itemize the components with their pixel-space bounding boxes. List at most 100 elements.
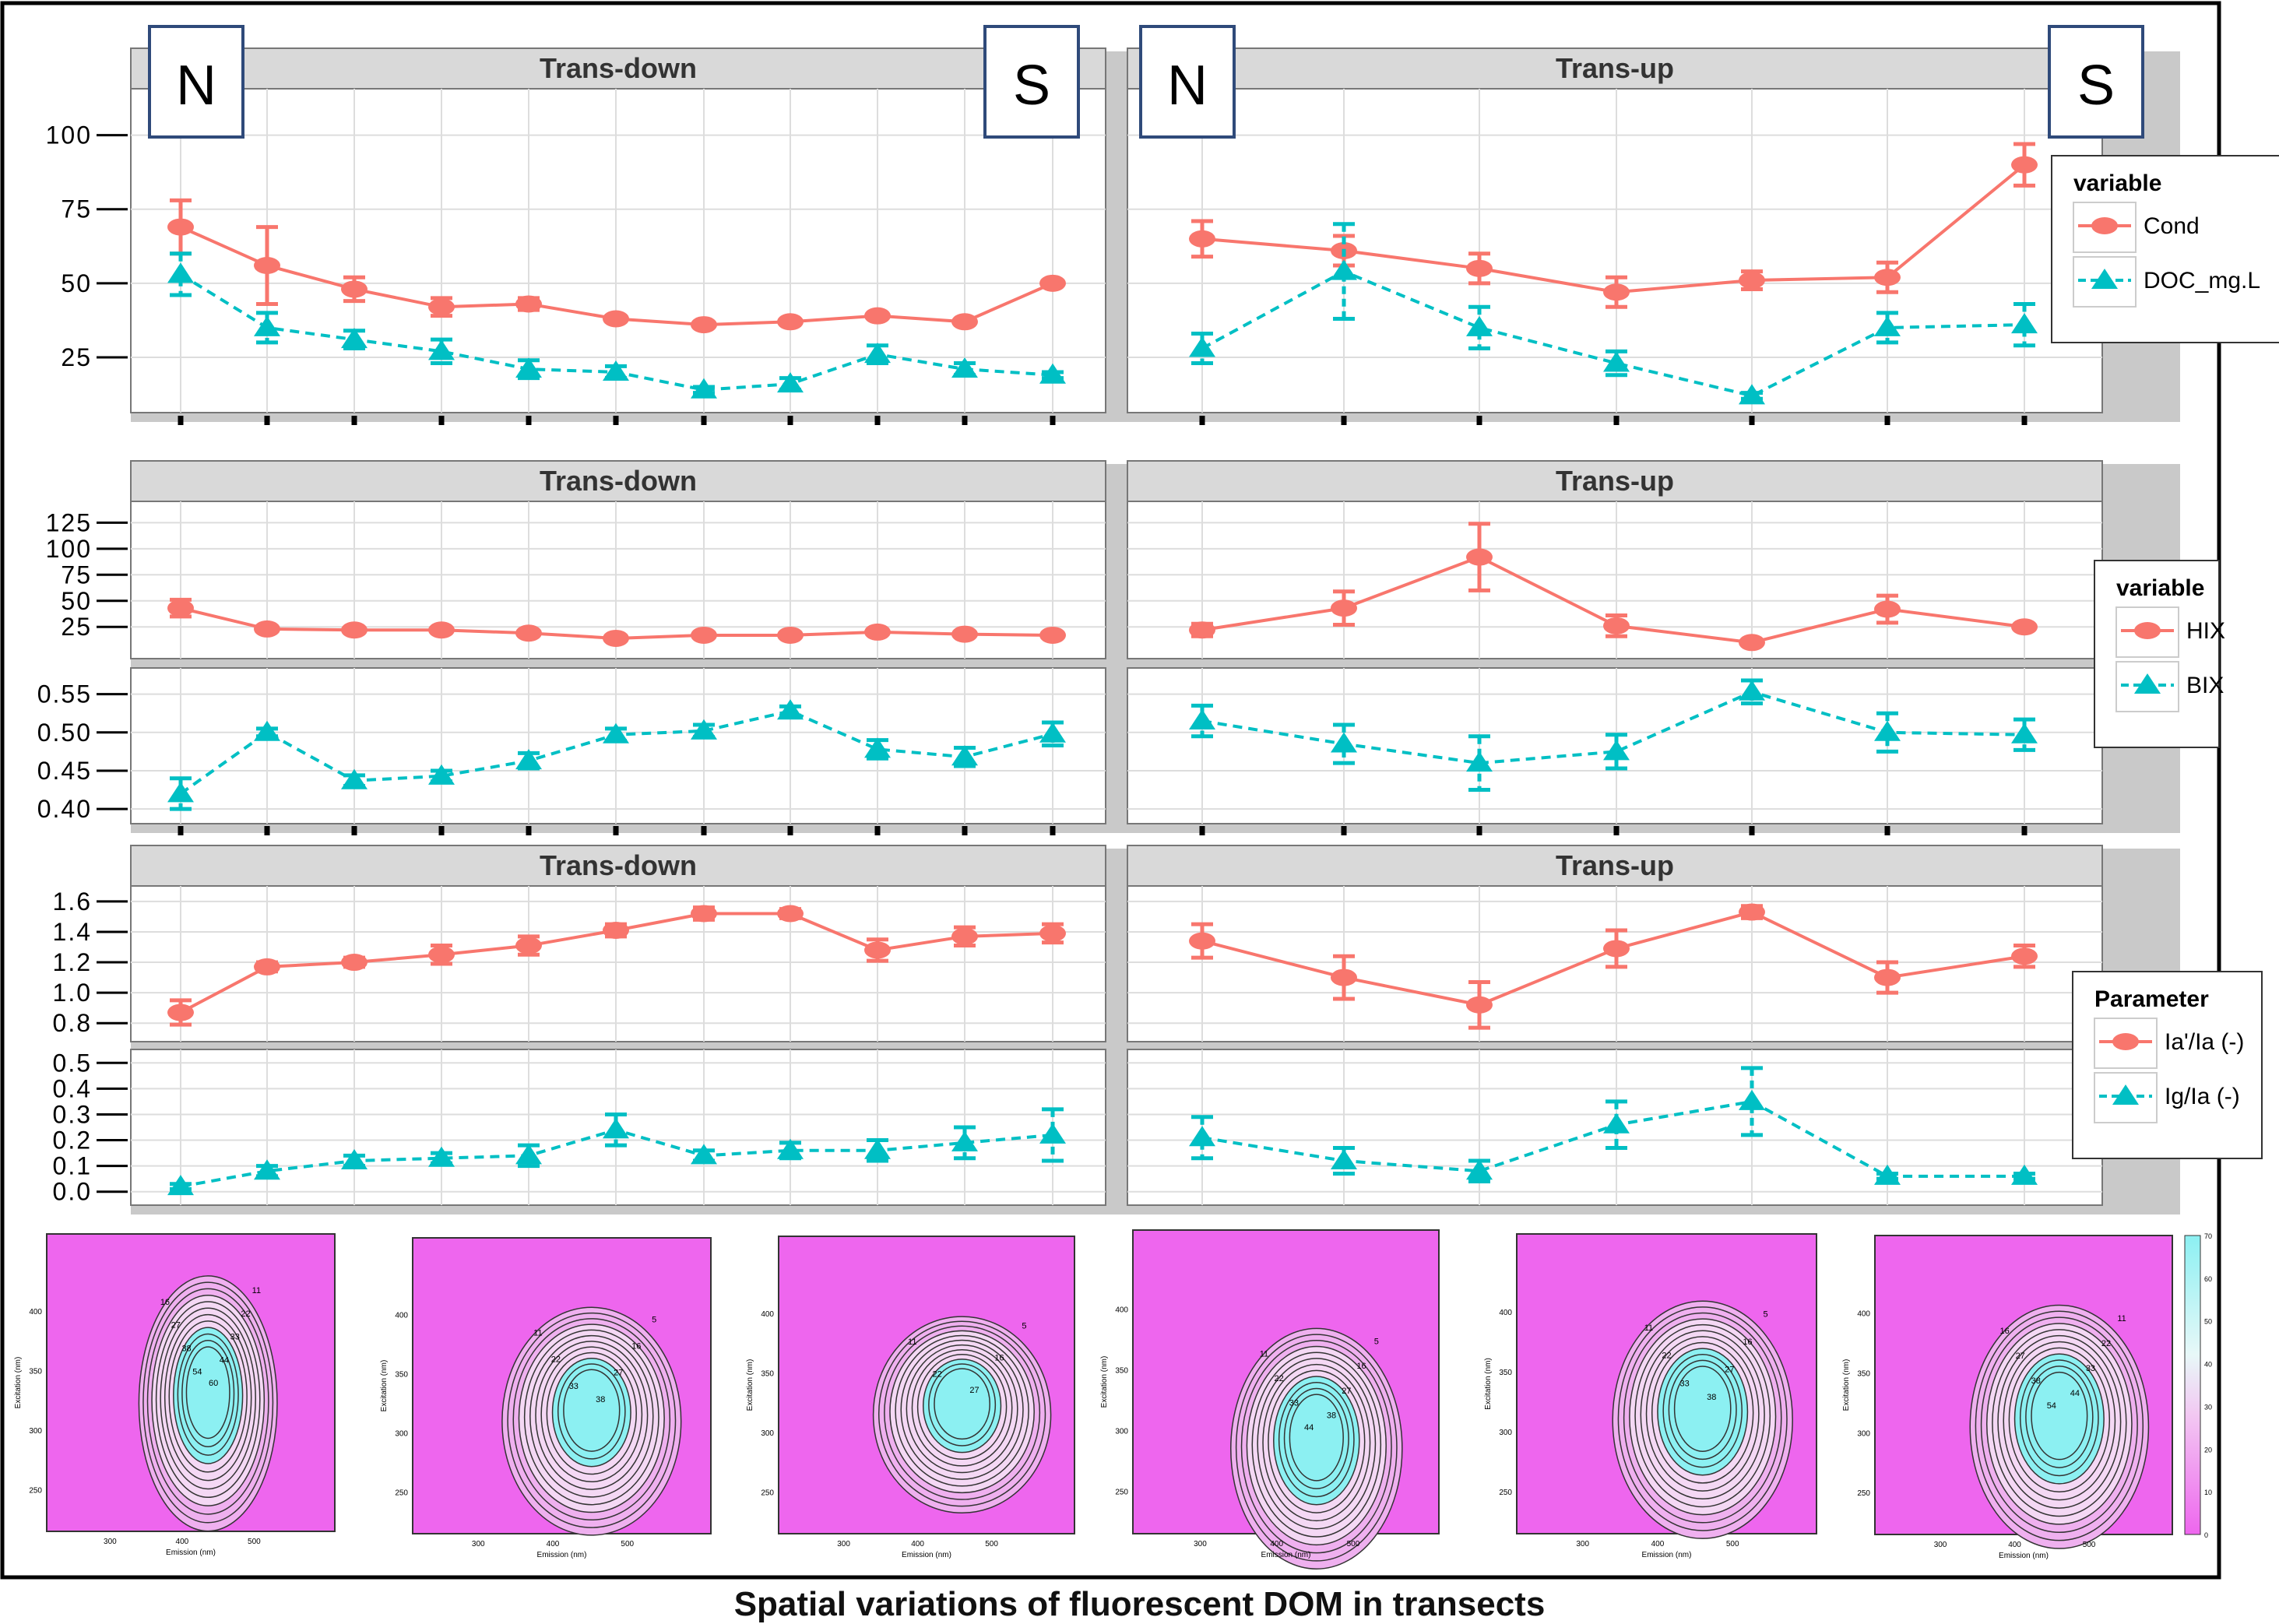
facet-trans-up: Trans-up — [1127, 47, 2180, 425]
data-point — [1466, 259, 1493, 277]
data-point — [428, 339, 455, 360]
data-point — [1189, 336, 1215, 357]
eem-contour-label: 33 — [569, 1382, 579, 1391]
facet-trans-up: Trans-up — [1127, 460, 2180, 835]
y-tick-label: 100 — [46, 535, 92, 563]
y-tick-label: 1.2 — [53, 948, 92, 976]
plot-area — [130, 885, 1106, 1042]
marker-letter: N — [1167, 54, 1208, 117]
data-point — [1466, 548, 1493, 566]
data-point — [2011, 722, 2038, 743]
eem-contour — [2031, 1371, 2088, 1461]
figure-border — [0, 1, 2221, 1580]
eem-x-tick: 300 — [1576, 1540, 1589, 1548]
data-point — [1331, 968, 1357, 986]
eem-contour-label: 33 — [230, 1333, 240, 1342]
eem-contour-label: 11 — [908, 1338, 916, 1347]
legend: variable HIX BIX — [2094, 560, 2225, 748]
data-point — [603, 722, 629, 743]
data-point — [515, 937, 542, 954]
data-point — [864, 623, 891, 641]
eem-y-tick: 350 — [395, 1371, 408, 1380]
data-point — [1466, 751, 1493, 772]
data-point — [341, 328, 368, 349]
eem-contour-label: 27 — [969, 1386, 979, 1395]
eem-contour — [185, 1346, 230, 1439]
colorbar-tick: 30 — [2204, 1403, 2212, 1411]
series-doc-mg-l — [167, 251, 1066, 399]
data-point — [1603, 283, 1630, 301]
colorbar-tick: 60 — [2204, 1275, 2212, 1283]
y-tick-label: 125 — [46, 508, 92, 536]
eem-x-label: Emission (nm) — [166, 1548, 216, 1557]
plot-panel — [1127, 501, 2103, 659]
data-point — [864, 307, 891, 325]
eem-contour-label: 27 — [2016, 1352, 2025, 1361]
facet-strip — [130, 845, 1106, 887]
data-point — [2011, 1164, 2038, 1185]
y-tick-label: 0.55 — [37, 680, 92, 708]
y-tick-label: 75 — [61, 561, 92, 589]
eem-y-tick: 400 — [1499, 1309, 1512, 1317]
eem-y-tick: 350 — [761, 1370, 774, 1379]
eem-contour-label: 60 — [209, 1379, 218, 1388]
eem-contour-label: 38 — [1327, 1411, 1336, 1420]
y-tick-label: 0.0 — [53, 1178, 92, 1206]
row-3: Trans-down 0.81.0 1.21.41.6 0.00.10.20.30.4… — [53, 845, 2263, 1214]
data-point — [2011, 618, 2038, 636]
series-hix — [167, 597, 1066, 647]
eem-map: 5 11 16 22 27 300 400 500 250 300 350 400 Emission (… — [746, 1236, 1075, 1559]
data-point — [1331, 1149, 1357, 1169]
eem-y-tick: 250 — [1499, 1489, 1512, 1497]
y-tick-label: 1.0 — [53, 979, 92, 1007]
data-point — [167, 262, 194, 283]
eem-contour-label: 38 — [1707, 1393, 1716, 1402]
eem-map: 11 16 22 27 33 38 44 54 60 300 400 500 250 300 350 400 E… — [14, 1233, 336, 1557]
data-point — [515, 624, 542, 642]
y-tick-label: 0.3 — [53, 1100, 92, 1128]
series-bix — [167, 699, 1066, 811]
eem-x-tick: 400 — [547, 1540, 560, 1548]
y-tick-label: 0.50 — [37, 719, 92, 747]
plot-panel: 0.40 0.45 0.50 0.55 — [37, 667, 1106, 824]
legend-label: Cond — [2144, 213, 2200, 239]
data-point — [1874, 315, 1901, 336]
eem-y-tick: 400 — [29, 1308, 42, 1316]
eem-contour-label: 22 — [1662, 1352, 1671, 1361]
marker-box — [983, 25, 1080, 139]
eem-contour-label: 11 — [2117, 1314, 2126, 1323]
marker-box — [1139, 25, 1236, 139]
data-point — [691, 1144, 717, 1165]
eem-contour-label: 5 — [1022, 1321, 1026, 1330]
data-point — [1874, 1164, 1901, 1185]
data-point — [1466, 1159, 1493, 1180]
eem-y-tick: 250 — [395, 1489, 408, 1498]
data-point — [1603, 940, 1630, 958]
marker-box — [2048, 25, 2144, 139]
facet-trans-down: Trans-down 25 50 75 100 — [46, 47, 1138, 425]
legend-label: HIX — [2186, 618, 2225, 644]
plot-panel — [1127, 88, 2103, 413]
facet-trans-up: Trans-up — [1127, 845, 2180, 1214]
eem-y-tick: 350 — [29, 1368, 42, 1376]
data-point — [167, 782, 194, 803]
legend-title: variable — [2116, 575, 2204, 601]
data-point — [167, 599, 194, 617]
data-point — [341, 621, 368, 639]
eem-contour-label: 11 — [1644, 1323, 1653, 1333]
north-marker: N — [148, 25, 244, 139]
data-point — [1331, 259, 1357, 280]
eem-x-tick: 400 — [176, 1538, 189, 1546]
eem-x-tick: 500 — [2083, 1541, 2096, 1549]
south-marker: S — [983, 25, 1080, 139]
data-point — [167, 1004, 194, 1021]
data-point — [428, 621, 455, 639]
legend-marker — [2112, 1033, 2139, 1050]
eem-contour-label: 54 — [2047, 1401, 2056, 1411]
data-point — [864, 737, 891, 758]
eem-y-tick: 400 — [761, 1310, 774, 1319]
data-point — [1039, 363, 1066, 384]
eem-x-tick: 500 — [1726, 1540, 1739, 1548]
eem-contour-label: 33 — [1289, 1399, 1299, 1408]
